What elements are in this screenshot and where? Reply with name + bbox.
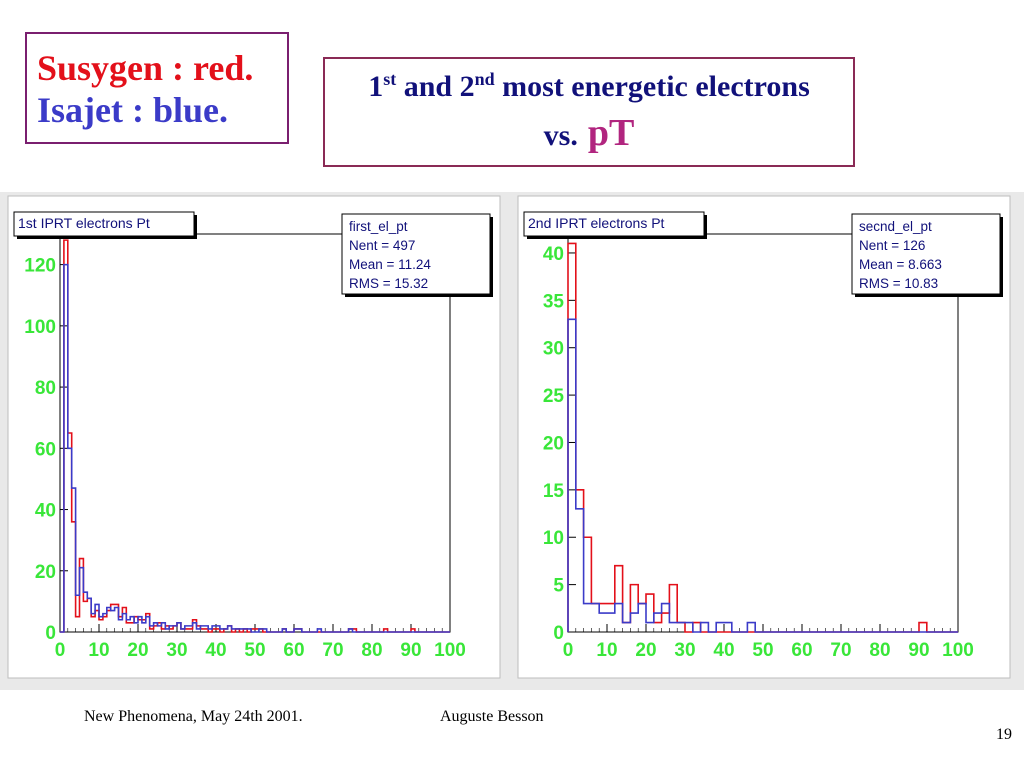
x-tick-label: 80	[361, 640, 382, 661]
y-tick-label: 120	[24, 256, 56, 277]
x-tick-label: 40	[713, 640, 734, 661]
title-sup: nd	[474, 69, 495, 89]
stats-line: RMS = 15.32	[349, 276, 428, 291]
slide-title: 1st and 2nd most energetic electrons	[325, 69, 853, 104]
x-tick-label: 30	[674, 640, 695, 661]
slide-subtitle: vs. pT	[325, 111, 853, 155]
y-tick-label: 80	[35, 378, 56, 399]
x-tick-label: 30	[166, 640, 187, 661]
footer-author: Auguste Besson	[440, 708, 544, 725]
x-tick-label: 20	[127, 640, 148, 661]
title-part: 1	[368, 70, 384, 103]
x-tick-label: 50	[244, 640, 265, 661]
histogram-1: 0 10 20 30 40 50 60 70 80 90 100 0 20 40 60 80 100 120 1st…	[7, 195, 501, 679]
x-tick-label: 80	[869, 640, 890, 661]
y-tick-label: 20	[543, 433, 564, 454]
histogram-title-box	[523, 211, 705, 237]
page-number: 19	[996, 726, 1012, 743]
y-tick-label: 40	[543, 244, 564, 265]
y-tick-label: 20	[35, 562, 56, 583]
x-tick-label: 40	[205, 640, 226, 661]
stats-line: RMS = 10.83	[859, 276, 938, 291]
x-tick-label: 100	[942, 640, 974, 661]
x-tick-label: 70	[830, 640, 851, 661]
stats-line: Mean = 8.663	[859, 257, 942, 272]
title-part: and 2	[396, 70, 475, 103]
plot-area	[567, 233, 959, 633]
histogram-2: 0 10 20 30 40 50 60 70 80 90 100 0 5 10 15 20 25 30 35 40 2n…	[517, 195, 1011, 679]
y-tick-label: 40	[35, 501, 56, 522]
x-tick-label: 90	[908, 640, 929, 661]
y-tick-label: 25	[543, 386, 565, 407]
x-tick-label: 70	[322, 640, 343, 661]
stats-box	[851, 213, 1001, 295]
series-blue	[60, 263, 450, 633]
plot-area	[59, 233, 451, 633]
x-tick-label: 0	[563, 640, 574, 661]
y-tick-label: 100	[24, 317, 56, 338]
x-tick-label: 20	[635, 640, 656, 661]
x-tick-label: 0	[55, 640, 66, 661]
histogram-title-box	[13, 211, 195, 237]
y-tick-label: 35	[543, 291, 565, 312]
x-tick-label: 60	[283, 640, 304, 661]
stats-line: Nent = 126	[859, 238, 925, 253]
x-tick-label: 50	[752, 640, 773, 661]
x-tick-label: 10	[88, 640, 109, 661]
x-tick-label: 100	[434, 640, 466, 661]
y-tick-label: 30	[543, 339, 564, 360]
stats-line: Nent = 497	[349, 238, 415, 253]
x-tick-label: 60	[791, 640, 812, 661]
stats-line: Mean = 11.24	[349, 257, 431, 272]
legend-isajet: Isajet : blue.	[37, 90, 228, 130]
title-pt: pT	[587, 112, 635, 154]
title-box: 1st and 2nd most energetic electrons vs.…	[323, 57, 855, 167]
series-blue	[567, 318, 958, 633]
legend-susygen: Susygen : red.	[37, 48, 254, 88]
title-sup: st	[383, 69, 397, 89]
histogram-title: 1st IPRT electrons Pt	[18, 215, 150, 231]
y-tick-label: 0	[553, 623, 564, 644]
title-vs: vs.	[543, 119, 578, 152]
title-part: most energetic electrons	[494, 70, 810, 103]
stats-box	[341, 213, 491, 295]
legend-box: Susygen : red. Isajet : blue.	[25, 32, 289, 144]
footer-event: New Phenomena, May 24th 2001.	[84, 708, 303, 725]
stats-line: first_el_pt	[349, 219, 408, 234]
stats-line: secnd_el_pt	[859, 219, 932, 234]
y-tick-label: 5	[553, 576, 564, 597]
x-tick-label: 10	[596, 640, 617, 661]
y-tick-label: 10	[543, 528, 564, 549]
y-tick-label: 0	[45, 623, 56, 644]
y-tick-label: 15	[543, 481, 565, 502]
y-tick-label: 60	[35, 439, 56, 460]
histogram-title: 2nd IPRT electrons Pt	[528, 215, 665, 231]
x-tick-label: 90	[400, 640, 421, 661]
